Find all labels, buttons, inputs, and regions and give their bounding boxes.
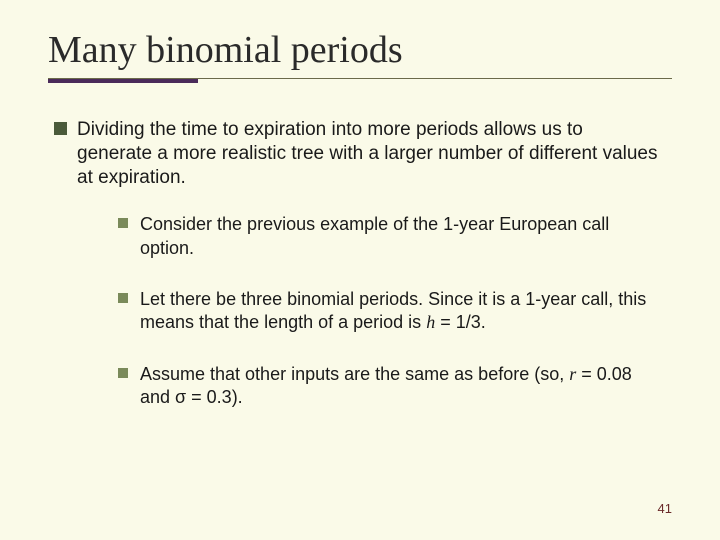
bullet-l2: Assume that other inputs are the same as… bbox=[118, 363, 654, 410]
slide-title: Many binomial periods bbox=[48, 28, 672, 72]
page-number: 41 bbox=[658, 501, 672, 516]
bullet-l1: Dividing the time to expiration into mor… bbox=[54, 118, 662, 189]
bullet-l2: Consider the previous example of the 1-y… bbox=[118, 213, 654, 260]
italic-var: h bbox=[426, 312, 435, 332]
bullet-l2-text: Let there be three binomial periods. Sin… bbox=[140, 288, 654, 335]
square-bullet-icon bbox=[118, 293, 128, 303]
title-underline bbox=[48, 78, 672, 84]
bullet-l2-text: Assume that other inputs are the same as… bbox=[140, 363, 654, 410]
text-run: Assume that other inputs are the same as… bbox=[140, 364, 569, 384]
bullet-l2: Let there be three binomial periods. Sin… bbox=[118, 288, 654, 335]
slide: Many binomial periods Dividing the time … bbox=[0, 0, 720, 540]
text-run: Let there be three binomial periods. Sin… bbox=[140, 289, 646, 332]
square-bullet-icon bbox=[118, 368, 128, 378]
rule-accent bbox=[48, 79, 198, 83]
square-bullet-icon bbox=[54, 122, 67, 135]
bullet-l1-text: Dividing the time to expiration into mor… bbox=[77, 118, 662, 189]
sigma-symbol: σ bbox=[175, 387, 186, 407]
text-run: = 1/3. bbox=[435, 312, 486, 332]
text-run: = 0.3). bbox=[186, 387, 243, 407]
bullet-l2-text: Consider the previous example of the 1-y… bbox=[140, 213, 654, 260]
square-bullet-icon bbox=[118, 218, 128, 228]
